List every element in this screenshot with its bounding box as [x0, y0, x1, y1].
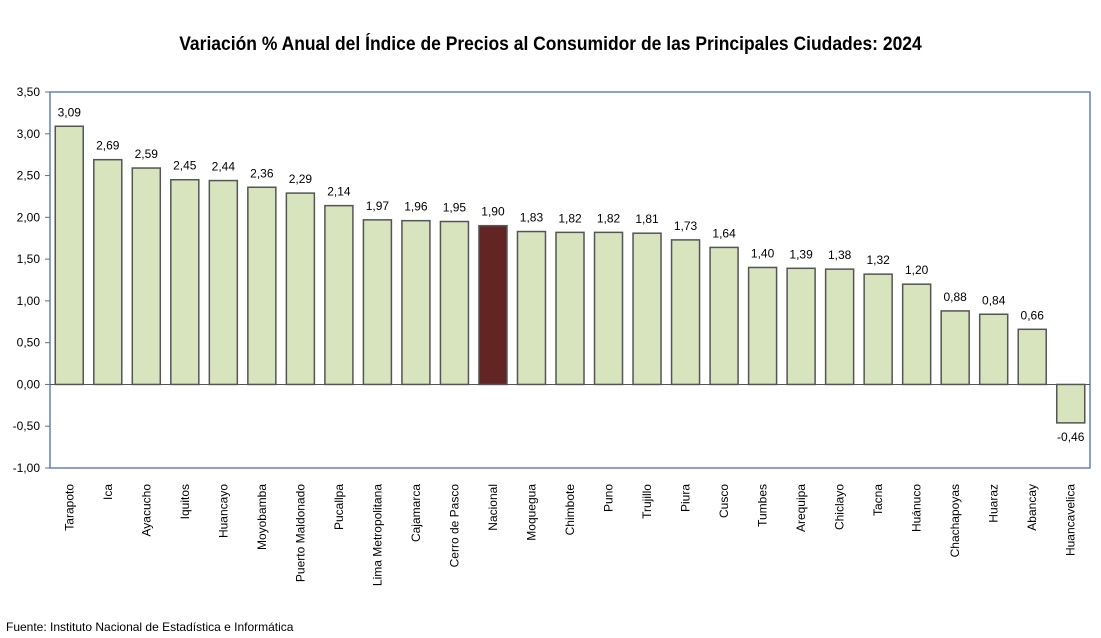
x-tick-label: Ica: [101, 484, 115, 500]
x-tick-label: Pucallpa: [332, 484, 346, 530]
bar-lima-metropolitana: [362, 219, 393, 386]
x-tick-label: Tarapoto: [62, 484, 76, 531]
data-label: 0,84: [982, 293, 1006, 307]
data-label: 1,32: [866, 253, 890, 267]
bar-huancavelica: [1055, 383, 1086, 424]
x-tick-label: Arequipa: [794, 484, 808, 532]
data-label: 1,83: [520, 211, 544, 225]
x-tick-label: Lima Metropolitana: [370, 484, 384, 586]
x-tick-label: Moyobamba: [255, 484, 269, 550]
data-label: 2,45: [173, 159, 197, 173]
bar-puno: [593, 231, 624, 386]
data-label: 1,64: [712, 226, 736, 240]
bar-tumbes: [747, 266, 778, 386]
x-tick-label: Nacional: [486, 484, 500, 531]
plot-frame: [49, 91, 1091, 469]
bar-tacna: [863, 273, 893, 386]
data-label: 1,90: [481, 205, 505, 219]
bar-ayacucho: [131, 167, 162, 386]
x-tick-label: Iquitos: [178, 484, 192, 519]
data-label: 1,40: [751, 246, 775, 260]
x-tick-label: Ayacucho: [139, 484, 153, 537]
x-tick-label: Abancay: [1025, 484, 1039, 531]
y-tick-label: -1,00: [13, 461, 41, 475]
data-label: 2,44: [212, 160, 236, 174]
y-tick-label: 3,50: [17, 85, 41, 99]
data-label: 1,38: [828, 248, 852, 262]
bar-tarapoto: [54, 125, 85, 386]
y-tick-label: 1,00: [17, 294, 41, 308]
x-tick-label: Tumbes: [756, 484, 770, 527]
bar-moyobamba: [247, 186, 277, 386]
bar-huánuco: [901, 283, 932, 386]
x-tick-label: Huancavelica: [1064, 484, 1078, 556]
data-label: -0,46: [1057, 430, 1085, 444]
bar-nacional: [478, 224, 508, 386]
bar-moquegua: [516, 230, 547, 386]
x-tick-label: Chiclayo: [833, 484, 847, 530]
y-tick-label: 1,50: [17, 252, 41, 266]
x-tick-label: Moquegua: [524, 484, 538, 541]
data-label: 1,82: [558, 211, 582, 225]
bar-chiclayo: [824, 268, 855, 386]
y-tick-label: 2,50: [17, 169, 41, 183]
data-label: 2,29: [289, 172, 313, 186]
x-tick-label: Cajamarca: [409, 484, 423, 542]
y-tick-label: 0,00: [17, 377, 41, 391]
data-label: 3,09: [58, 105, 82, 119]
data-label: 2,36: [250, 166, 274, 180]
x-tick-label: Cusco: [717, 484, 731, 518]
x-tick-label: Chachapoyas: [948, 484, 962, 557]
x-tick-label: Chimbote: [563, 484, 577, 536]
data-label: 0,88: [944, 290, 968, 304]
x-tick-label: Piura: [679, 484, 693, 512]
x-tick-label: Puno: [602, 484, 616, 512]
data-label: 1,73: [674, 219, 698, 233]
bar-huaraz: [978, 313, 1009, 386]
bar-cerro-de-pasco: [439, 220, 470, 386]
data-label: 1,39: [789, 247, 813, 261]
data-label: 1,95: [443, 201, 467, 215]
data-label: 1,96: [404, 200, 428, 214]
data-label: 1,20: [905, 263, 929, 277]
y-tick-label: 0,50: [17, 336, 41, 350]
bar-chachapoyas: [940, 310, 970, 386]
y-tick-label: -0,50: [13, 419, 41, 433]
data-label: 2,69: [96, 139, 120, 153]
y-tick-label: 2,00: [17, 210, 41, 224]
bar-piura: [670, 239, 701, 386]
data-label: 2,59: [135, 147, 159, 161]
x-tick-label: Huaraz: [987, 484, 1001, 523]
x-tick-label: Cerro de Pasco: [447, 484, 461, 568]
bar-puerto-maldonado: [285, 192, 316, 386]
data-label: 2,14: [327, 185, 351, 199]
x-tick-label: Huancayo: [216, 484, 230, 538]
data-label: 0,66: [1021, 308, 1045, 322]
bar-trujillo: [632, 232, 662, 386]
source-note: Fuente: Instituto Nacional de Estadístic…: [6, 620, 294, 634]
x-tick-label: Tacna: [871, 484, 885, 516]
bar-chimbote: [555, 231, 585, 386]
bar-abancay: [1017, 328, 1047, 386]
x-tick-label: Puerto Maldonado: [293, 484, 307, 582]
bar-ica: [93, 158, 123, 386]
data-label: 1,97: [366, 199, 390, 213]
bar-huancayo: [208, 179, 239, 386]
bar-pucallpa: [324, 204, 354, 386]
bar-iquitos: [170, 178, 200, 386]
x-tick-label: Trujillo: [640, 484, 654, 519]
bar-cajamarca: [401, 219, 431, 386]
bar-cusco: [709, 246, 739, 386]
bar-arequipa: [786, 267, 816, 386]
data-label: 1,81: [635, 212, 659, 226]
chart-title: Variación % Anual del Índice de Precios …: [179, 34, 922, 55]
y-tick-label: 3,00: [17, 127, 41, 141]
data-label: 1,82: [597, 211, 621, 225]
x-tick-label: Huánuco: [910, 484, 924, 532]
